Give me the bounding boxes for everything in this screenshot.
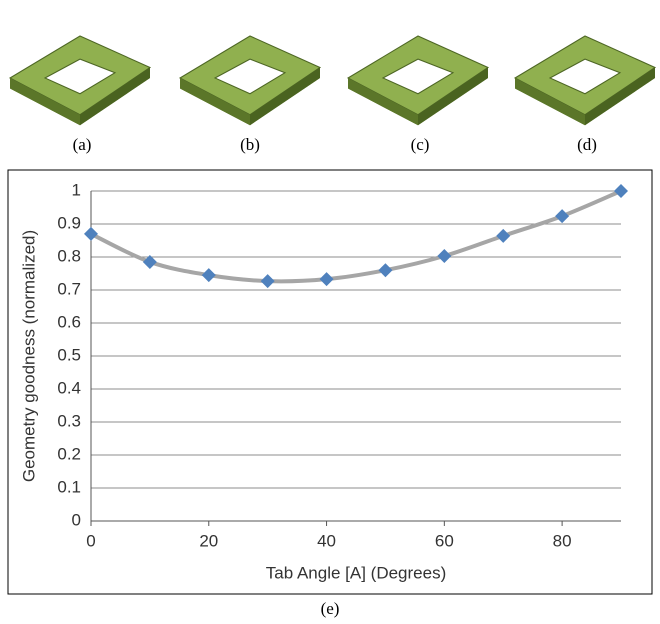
y-tick-label: 0.4 — [57, 378, 81, 397]
data-point — [202, 268, 216, 282]
caption: (e) — [321, 599, 340, 618]
series-line — [91, 191, 621, 281]
y-tick-label: 0 — [72, 510, 81, 529]
data-point — [261, 274, 275, 288]
page: (a) (b) (c) (d) (e) Tab Angle [A] (Degre… — [0, 0, 660, 624]
data-point — [496, 229, 510, 243]
model-image — [10, 36, 150, 125]
data-point — [437, 249, 451, 263]
y-tick-label: 0.3 — [57, 411, 81, 430]
x-axis-label: Tab Angle [A] (Degrees) — [266, 563, 446, 582]
y-tick-label: 0.8 — [57, 246, 81, 265]
y-tick-label: 0.6 — [57, 312, 81, 331]
y-axis-label: Geometry goodness (normalized) — [19, 230, 38, 482]
y-tick-label: 0.7 — [57, 279, 81, 298]
data-point — [614, 184, 628, 198]
caption: (a) — [73, 135, 92, 154]
model-image — [348, 36, 488, 125]
model-image — [180, 36, 320, 125]
data-point — [320, 272, 334, 286]
model-image — [515, 36, 655, 125]
caption: (c) — [411, 135, 430, 154]
x-tick-label: 80 — [553, 531, 572, 550]
y-tick-label: 0.5 — [57, 345, 81, 364]
y-tick-label: 0.9 — [57, 213, 81, 232]
chart-border — [8, 170, 652, 594]
figure: (a) (b) (c) (d) (e) Tab Angle [A] (Degre… — [0, 0, 660, 624]
data-point — [84, 227, 98, 241]
x-tick-label: 60 — [435, 531, 454, 550]
caption: (b) — [240, 135, 260, 154]
y-tick-label: 0.1 — [57, 477, 81, 496]
data-point — [555, 209, 569, 223]
caption: (d) — [577, 135, 597, 154]
data-point — [378, 263, 392, 277]
y-tick-label: 0.2 — [57, 444, 81, 463]
x-tick-label: 40 — [317, 531, 336, 550]
x-tick-label: 0 — [86, 531, 95, 550]
y-tick-label: 1 — [72, 180, 81, 199]
x-tick-label: 20 — [199, 531, 218, 550]
